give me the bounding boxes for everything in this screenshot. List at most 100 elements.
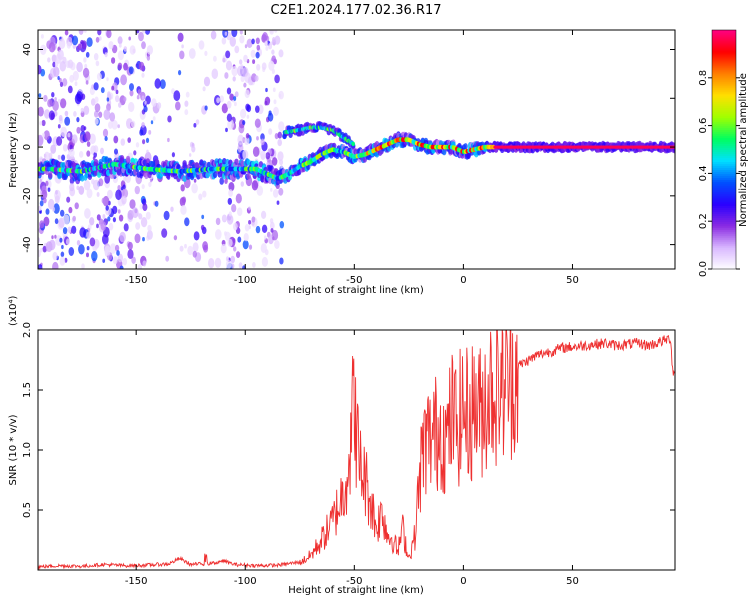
spectrogram-speckle bbox=[255, 37, 260, 45]
snr-panel: -150 -100 -50 0 50 0.5 1.0 1.5 2.0 Height of st… bbox=[8, 295, 676, 596]
colorbar-segment bbox=[712, 141, 736, 145]
spectrogram-speckle bbox=[181, 44, 184, 49]
colorbar-segment bbox=[712, 241, 736, 244]
spectrogram-speckle bbox=[52, 61, 56, 68]
colorbar-segment bbox=[712, 95, 736, 99]
spectrogram-speckle bbox=[78, 185, 85, 195]
spectrogram-speckle bbox=[242, 239, 249, 250]
spectrogram-speckle bbox=[96, 72, 102, 81]
spectrogram-speckle bbox=[270, 187, 273, 192]
spectrogram-speckle bbox=[43, 216, 50, 227]
spectrogram-speckle bbox=[234, 91, 239, 98]
spectrogram-speckle bbox=[115, 95, 120, 103]
spectrogram-speckle bbox=[198, 40, 205, 50]
spectrogram-speckle bbox=[267, 112, 274, 122]
spectrogram-speckle bbox=[220, 243, 227, 254]
spectrogram-speckle bbox=[261, 224, 268, 233]
spectrogram-speckle bbox=[72, 70, 79, 81]
spectrogram-speckle bbox=[48, 152, 53, 159]
spectrogram-speckle bbox=[152, 116, 156, 121]
spectrogram-speckle bbox=[134, 233, 141, 244]
spectrogram-speckle bbox=[139, 203, 144, 210]
spectrogram-speckle bbox=[139, 129, 144, 136]
spectrogram-speckle bbox=[50, 144, 57, 154]
colorbar-segment bbox=[712, 265, 736, 268]
spectrogram-panel: -150 -100 -50 0 50 -40 -20 0 20 40 Height of str… bbox=[8, 29, 676, 296]
spectrogram-speckle bbox=[74, 93, 82, 105]
colorbar-segment bbox=[712, 181, 736, 184]
spectrogram-speckle bbox=[111, 120, 118, 130]
colorbar-segment bbox=[712, 79, 736, 83]
spectrogram-speckle bbox=[58, 217, 65, 228]
spectrogram-speckle bbox=[104, 174, 111, 184]
spectrogram-speckle bbox=[51, 235, 54, 240]
colorbar-segment bbox=[712, 191, 736, 194]
colorbar-segment bbox=[712, 195, 736, 198]
spectrogram-speckle bbox=[64, 30, 69, 36]
spectrogram-speckle bbox=[146, 151, 151, 160]
spectrogram-speckle bbox=[120, 186, 124, 191]
spectrogram-speckle bbox=[178, 70, 182, 76]
spectrogram-speckle bbox=[260, 138, 265, 146]
spectrogram-speckle bbox=[225, 60, 233, 71]
colorbar: 0.0 0.2 0.4 0.6 0.8 Normalized spectral ampl… bbox=[698, 29, 749, 277]
spectrogram-speckle bbox=[66, 196, 71, 203]
spectrogram-speckle bbox=[73, 111, 77, 117]
spectrogram-speckle bbox=[237, 236, 242, 243]
spectrogram-speckle bbox=[184, 100, 189, 107]
colorbar-segment bbox=[712, 223, 736, 226]
spectrogram-speckle bbox=[244, 136, 250, 145]
colorbar-segment bbox=[712, 123, 736, 127]
spectrogram-speckle bbox=[42, 132, 45, 138]
spectrogram-speckle bbox=[66, 41, 72, 49]
colorbar-segment bbox=[712, 237, 736, 240]
spectrogram-speckle bbox=[79, 227, 86, 238]
spectrogram-speckle bbox=[255, 51, 260, 59]
spectrogram-speckle bbox=[48, 42, 56, 53]
colorbar-tick-label: 0.0 bbox=[698, 261, 709, 277]
spectrogram-speckle bbox=[240, 108, 247, 119]
spectrogram-speckle bbox=[93, 151, 97, 158]
spectrogram-speckle bbox=[144, 100, 147, 105]
spectrogram-speckle bbox=[193, 178, 197, 183]
spectrogram-ridge-halo bbox=[246, 173, 251, 180]
spectrogram-speckle bbox=[237, 207, 243, 216]
colorbar-segment bbox=[712, 157, 736, 161]
colorbar-segment bbox=[712, 173, 736, 176]
colorbar-segment bbox=[712, 197, 736, 200]
spectrogram-speckle bbox=[144, 30, 151, 35]
spectrogram-speckle bbox=[242, 67, 249, 77]
spectrogram-speckle bbox=[59, 237, 63, 243]
colorbar-segment bbox=[712, 55, 736, 59]
x-tick-label: -150 bbox=[125, 576, 148, 587]
spectrogram-speckle bbox=[115, 244, 120, 252]
spectrogram-speckle bbox=[67, 226, 72, 234]
spectrogram-speckle bbox=[243, 233, 249, 242]
spectrogram-speckle bbox=[78, 30, 84, 35]
spectrogram-speckle bbox=[76, 117, 80, 123]
spectrogram-speckle bbox=[252, 59, 256, 64]
colorbar-segment bbox=[712, 161, 736, 165]
colorbar-segment bbox=[712, 145, 736, 149]
spectrogram-speckle bbox=[91, 178, 95, 185]
spectrogram-speckle bbox=[245, 133, 250, 139]
spectrogram-speckle bbox=[151, 98, 157, 107]
spectrogram-x-ticks: -150 -100 -50 0 50 bbox=[125, 30, 579, 286]
colorbar-segment bbox=[712, 205, 736, 208]
spectrogram-speckle bbox=[102, 128, 109, 138]
spectrogram-speckle bbox=[274, 74, 280, 84]
colorbar-segment bbox=[712, 259, 736, 262]
spectrogram-speckle bbox=[171, 88, 175, 95]
spectrogram-speckle bbox=[127, 241, 133, 251]
spectrogram-speckle bbox=[64, 110, 69, 117]
spectrogram-speckle bbox=[265, 46, 269, 51]
spectrogram-speckle bbox=[243, 54, 248, 63]
spectrogram-speckle bbox=[47, 198, 55, 210]
spectrogram-speckle bbox=[74, 81, 78, 86]
spectrogram-speckle bbox=[72, 215, 76, 222]
colorbar-segment bbox=[712, 45, 736, 49]
spectrogram-speckle bbox=[239, 30, 243, 35]
spectrogram-speckle bbox=[85, 80, 89, 85]
colorbar-segment bbox=[712, 263, 736, 266]
